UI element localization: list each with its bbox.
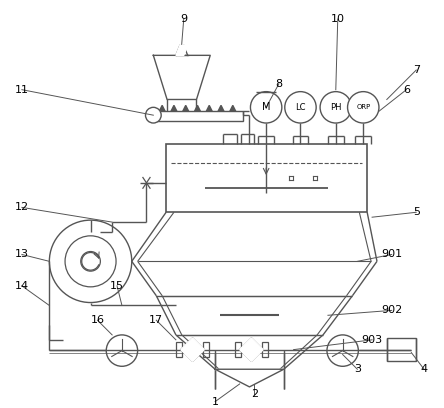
- Circle shape: [65, 236, 116, 287]
- Circle shape: [106, 335, 138, 366]
- Polygon shape: [153, 55, 210, 100]
- Circle shape: [285, 92, 316, 123]
- Polygon shape: [159, 105, 165, 111]
- Bar: [387, 338, 416, 361]
- Polygon shape: [183, 105, 189, 111]
- Polygon shape: [176, 46, 188, 55]
- Bar: [235, 342, 241, 357]
- Text: 15: 15: [110, 281, 124, 291]
- Circle shape: [327, 335, 358, 366]
- Text: 14: 14: [15, 281, 29, 291]
- Text: 902: 902: [381, 305, 402, 315]
- Text: 903: 903: [361, 335, 383, 345]
- Circle shape: [250, 92, 282, 123]
- Text: 4: 4: [420, 364, 428, 374]
- Polygon shape: [230, 105, 236, 111]
- Bar: [262, 342, 268, 357]
- Bar: [203, 342, 209, 357]
- Text: 10: 10: [331, 14, 345, 24]
- Text: 13: 13: [15, 249, 29, 259]
- Circle shape: [81, 251, 100, 271]
- Polygon shape: [171, 105, 177, 111]
- Circle shape: [320, 92, 352, 123]
- Text: 17: 17: [149, 315, 163, 325]
- Text: 12: 12: [15, 202, 29, 213]
- Text: 8: 8: [275, 79, 282, 89]
- Text: 901: 901: [381, 249, 402, 259]
- Polygon shape: [215, 369, 284, 387]
- Circle shape: [348, 92, 379, 123]
- Polygon shape: [194, 105, 200, 111]
- Text: M: M: [262, 102, 270, 112]
- Polygon shape: [181, 338, 204, 361]
- Text: 16: 16: [91, 315, 104, 325]
- Text: 7: 7: [412, 65, 420, 75]
- Text: 1: 1: [212, 397, 218, 407]
- Polygon shape: [206, 105, 212, 111]
- Text: ORP: ORP: [356, 104, 370, 110]
- Text: 9: 9: [180, 14, 187, 24]
- Bar: [176, 342, 182, 357]
- Polygon shape: [240, 338, 263, 361]
- Text: 5: 5: [413, 207, 420, 217]
- Text: 3: 3: [354, 364, 361, 374]
- Bar: [166, 144, 367, 212]
- Circle shape: [146, 107, 161, 123]
- Circle shape: [49, 220, 132, 303]
- Polygon shape: [218, 105, 224, 111]
- Text: 6: 6: [403, 85, 410, 95]
- Text: PH: PH: [330, 103, 341, 112]
- Bar: [150, 111, 242, 121]
- Text: LC: LC: [295, 103, 306, 112]
- Text: 2: 2: [251, 389, 258, 399]
- Text: 11: 11: [15, 85, 29, 95]
